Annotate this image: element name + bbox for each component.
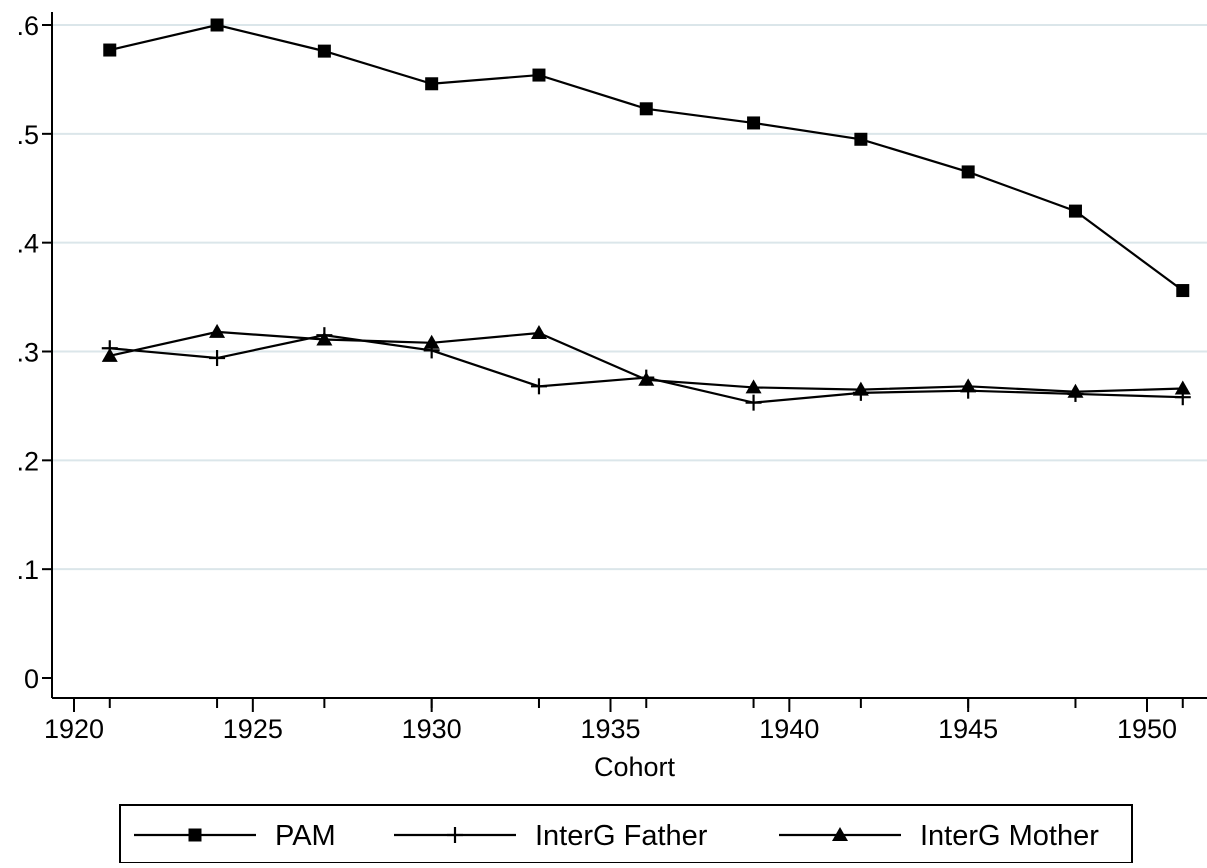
y-tick-label-1: .1 bbox=[16, 555, 39, 585]
series-0-point-8 bbox=[961, 165, 975, 179]
legend-box bbox=[119, 804, 1133, 864]
y-tick-label-5: .5 bbox=[16, 120, 39, 150]
series-1 bbox=[101, 327, 1191, 411]
legend-entry-1: InterG Father bbox=[394, 820, 708, 852]
series-2-point-6 bbox=[745, 379, 762, 394]
series-0-point-9 bbox=[1068, 204, 1082, 218]
legend-marker-2 bbox=[832, 827, 848, 841]
x-axis-title: Cohort bbox=[594, 752, 676, 782]
y-tick-label-0: 0 bbox=[24, 664, 39, 694]
series-2 bbox=[101, 323, 1191, 398]
series-line-1 bbox=[109, 334, 1183, 404]
y-tick-label-3: .3 bbox=[16, 338, 39, 368]
x-tick-label-3: 1935 bbox=[580, 714, 640, 744]
series-1-point-6 bbox=[745, 394, 762, 411]
series-2-point-3 bbox=[423, 334, 440, 349]
series-2-point-10 bbox=[1174, 380, 1191, 395]
series-1-point-1 bbox=[209, 350, 226, 367]
axes: 0 .1 .2 .3 .4 .5 .6 1920 1925 1930 1935 1940 1945 195… bbox=[16, 11, 1207, 744]
series-2-point-4 bbox=[530, 324, 547, 339]
legend-label-0: PAM bbox=[275, 820, 336, 852]
series-0-point-10 bbox=[1176, 284, 1190, 298]
series-0-point-4 bbox=[532, 68, 546, 82]
series-2-point-5 bbox=[638, 371, 655, 386]
series-0-point-6 bbox=[747, 116, 761, 130]
x-tick-label-2: 1930 bbox=[402, 714, 462, 744]
series-0-point-7 bbox=[854, 132, 868, 146]
series-line-0 bbox=[109, 23, 1184, 292]
x-tick-label-4: 1940 bbox=[759, 714, 819, 744]
legend: PAM InterG Father InterG Mother bbox=[119, 804, 1133, 864]
y-tick-label-6: .6 bbox=[16, 11, 39, 41]
series-layer bbox=[101, 18, 1191, 411]
legend-label-1: InterG Father bbox=[535, 820, 708, 852]
x-tick-label-0: 1920 bbox=[44, 714, 104, 744]
series-2-point-0 bbox=[101, 347, 118, 362]
legend-label-2: InterG Mother bbox=[920, 820, 1099, 852]
x-tick-label-6: 1950 bbox=[1117, 714, 1177, 744]
y-tick-label-4: .4 bbox=[16, 229, 39, 259]
x-tick-label-5: 1945 bbox=[938, 714, 998, 744]
series-2-point-8 bbox=[960, 378, 977, 393]
series-2-point-7 bbox=[852, 381, 869, 396]
series-0 bbox=[103, 18, 1190, 298]
legend-entry-2: InterG Mother bbox=[779, 820, 1099, 852]
series-0-point-0 bbox=[103, 43, 117, 57]
legend-marker-0 bbox=[188, 828, 202, 842]
y-tick-label-2: .2 bbox=[16, 446, 39, 476]
series-0-point-5 bbox=[639, 102, 653, 116]
series-0-point-1 bbox=[210, 18, 224, 32]
series-2-point-9 bbox=[1067, 383, 1084, 398]
series-2-point-2 bbox=[316, 331, 333, 346]
x-tick-label-1: 1925 bbox=[223, 714, 283, 744]
legend-entry-0: PAM bbox=[134, 820, 336, 852]
series-0-point-2 bbox=[317, 44, 331, 58]
series-0-point-3 bbox=[425, 77, 439, 91]
gridlines bbox=[52, 24, 1207, 571]
legend-marker-1 bbox=[447, 827, 463, 843]
series-2-point-1 bbox=[209, 323, 226, 338]
series-1-point-4 bbox=[530, 378, 547, 395]
